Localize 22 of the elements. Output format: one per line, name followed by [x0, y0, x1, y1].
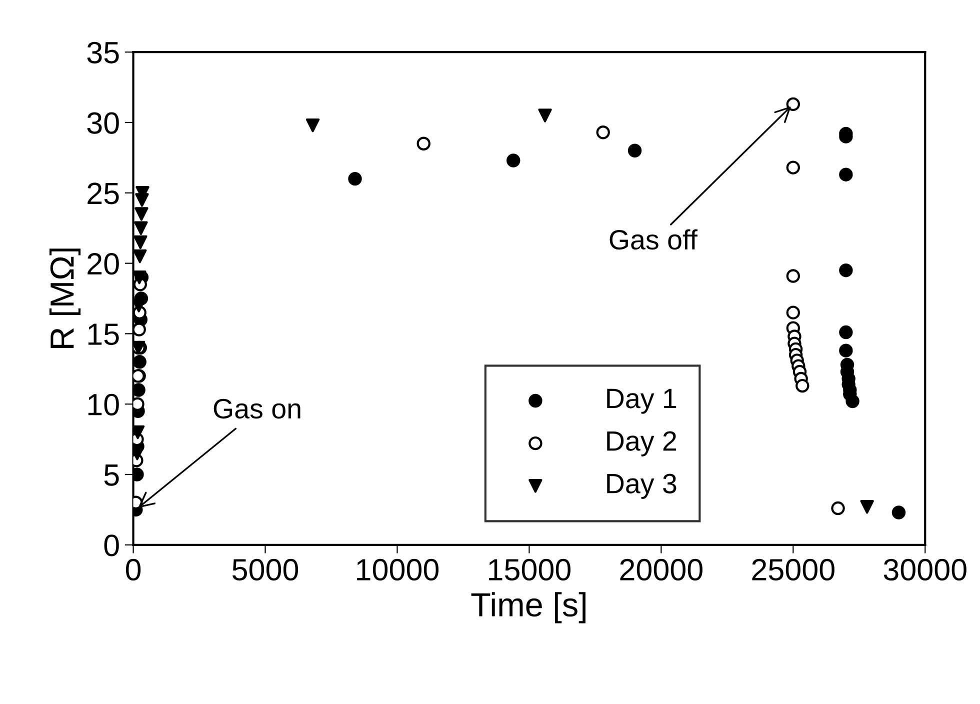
y-tick-label: 10	[88, 394, 119, 416]
legend-label: Day 2	[607, 431, 676, 456]
y-tick-label: 35	[87, 42, 119, 64]
x-tick-label: 5000	[232, 558, 298, 581]
x-tick-label: 15000	[489, 558, 570, 581]
x-tick-label: 0	[126, 558, 141, 581]
y-tick-label: 15	[88, 324, 119, 346]
annotation: Gas on	[214, 398, 300, 419]
annotation: Gas off	[610, 229, 698, 250]
legend-label: Day 1	[607, 388, 676, 414]
y-tick-label: 20	[88, 253, 119, 275]
y-tick-label: 30	[87, 112, 119, 134]
y-axis-title: R [MΩ]	[49, 248, 81, 348]
x-axis-title: Time [s]	[471, 592, 586, 624]
x-tick-label: 25000	[752, 558, 834, 581]
legend-label: Day 3	[607, 474, 676, 499]
x-tick-label: 10000	[357, 558, 439, 581]
y-tick-label: 0	[104, 534, 119, 556]
x-tick-label: 30000	[884, 558, 966, 581]
x-tick-label: 20000	[620, 558, 702, 581]
y-tick-label: 25	[88, 182, 119, 204]
y-tick-label: 5	[104, 464, 119, 486]
